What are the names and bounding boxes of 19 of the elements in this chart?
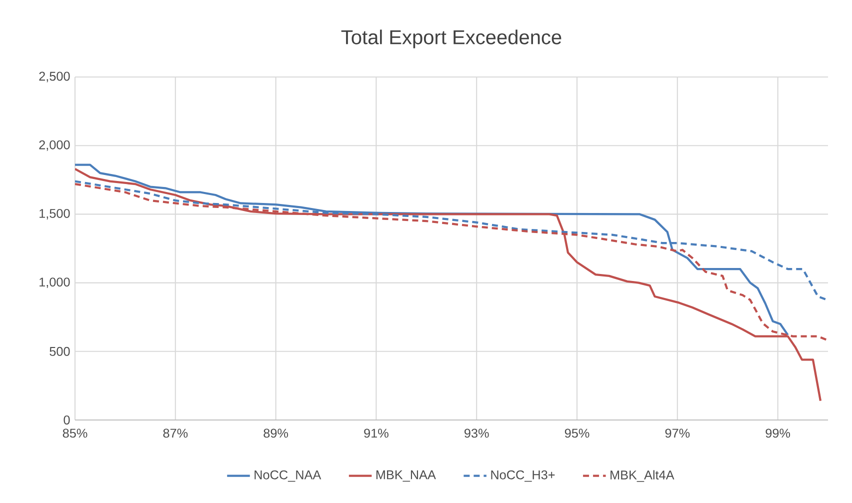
x-tick-label: 87% <box>163 428 188 438</box>
x-tick-label: 97% <box>665 428 690 438</box>
x-tick-label: 85% <box>62 428 88 438</box>
x-tick-label: 93% <box>464 428 489 438</box>
legend-label: NoCC_NAA <box>254 470 322 482</box>
y-tick-label: 2,500 <box>39 72 70 82</box>
y-tick-label: 2,000 <box>39 140 70 151</box>
chart-title: Total Export Exceedence <box>341 30 562 48</box>
x-tick-label: 99% <box>766 428 790 438</box>
x-tick-label: 95% <box>564 428 590 438</box>
legend-label: MBK_Alt4A <box>610 470 674 482</box>
y-tick-label: 1,500 <box>40 208 70 220</box>
legend-label: NoCC_H3+ <box>491 470 555 482</box>
x-tick-label: 89% <box>264 428 288 438</box>
x-tick-label: 91% <box>364 428 388 438</box>
y-tick-label: 0 <box>64 416 70 424</box>
y-tick-label: 500 <box>50 346 70 356</box>
y-tick-label: 1,000 <box>40 278 70 288</box>
legend-label: MBK_NAA <box>376 470 436 482</box>
